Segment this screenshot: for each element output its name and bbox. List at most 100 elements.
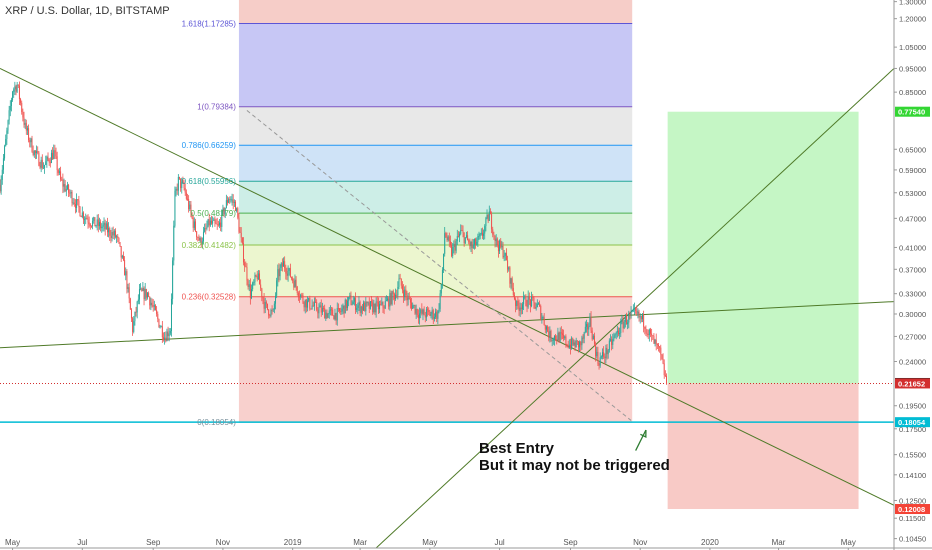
candle-body [224, 207, 226, 215]
candle-body [399, 278, 401, 280]
price-tick-label: 0.14100 [899, 471, 926, 480]
candle-body [356, 307, 358, 311]
candle-body [136, 301, 138, 313]
candle-body [566, 344, 568, 346]
candle-body [536, 303, 538, 308]
candle-body [479, 233, 481, 237]
candle-body [623, 321, 625, 329]
candle-body [443, 253, 445, 270]
candle-body [531, 296, 533, 307]
candle-body [569, 344, 571, 349]
candle-body [267, 303, 269, 310]
candle-body [29, 140, 31, 143]
candle-body [216, 224, 218, 225]
candle-body [248, 284, 250, 287]
candle-body [379, 304, 381, 310]
candle-body [44, 164, 46, 168]
candle-body [483, 233, 485, 236]
time-tick-label: Sep [563, 538, 578, 547]
candle-body [317, 309, 319, 314]
candle-body [275, 295, 277, 304]
candle-body [334, 312, 336, 320]
candle-body [310, 308, 312, 310]
price-badge-label: 0.21652 [898, 379, 925, 388]
candle-body [240, 232, 242, 238]
candle-body [142, 288, 144, 291]
candle-body [377, 301, 379, 310]
candle-body [207, 219, 209, 227]
candle-body [631, 310, 633, 312]
time-tick-label: Mar [772, 538, 786, 547]
candle-body [82, 212, 84, 220]
candle-body [552, 340, 554, 341]
candle-body [253, 281, 255, 283]
fib-zone [238, 145, 633, 182]
candle-body [529, 299, 531, 307]
candle-body [468, 240, 470, 243]
candle-body [85, 217, 87, 220]
candle-body [97, 219, 99, 227]
candle-body [363, 302, 365, 311]
price-tick-label: 0.65000 [899, 145, 926, 154]
candle-body [231, 199, 233, 201]
candle-body [65, 188, 67, 192]
candle-body [478, 236, 480, 237]
candle-body [407, 297, 409, 301]
candle-body [539, 303, 541, 306]
candle-body [527, 296, 529, 307]
candle-body [460, 230, 462, 234]
chart-annotation: Best Entry But it may not be triggered [479, 440, 670, 474]
candle-body [608, 340, 610, 351]
candle-body [9, 105, 11, 111]
fib-zone-top [238, 0, 633, 24]
candle-body [484, 226, 486, 234]
candle-body [384, 301, 386, 309]
candle-body [535, 307, 537, 309]
candle-body [112, 232, 114, 236]
candle-body [625, 316, 627, 325]
candle-body [150, 302, 152, 306]
candle-body [376, 301, 378, 303]
candle-body [232, 199, 234, 203]
price-tick-label: 0.10450 [899, 535, 926, 544]
price-tick-label: 0.11500 [899, 514, 926, 523]
candle-body [186, 198, 188, 200]
candle-body [138, 289, 140, 300]
fib-level-label: 1.618(1.17285) [182, 20, 237, 29]
time-tick-label: 2019 [284, 538, 302, 547]
candle-body [541, 317, 543, 320]
fib-zone [238, 106, 633, 146]
candle-body [286, 273, 288, 276]
candle-body [137, 299, 139, 302]
candle-body [423, 309, 425, 316]
candle-body [114, 230, 116, 238]
candle-body [261, 288, 263, 298]
candle-body [419, 313, 421, 319]
candle-body [521, 304, 523, 310]
candle-body [120, 246, 122, 258]
time-tick-label: May [841, 538, 856, 547]
candle-body [200, 238, 202, 245]
candle-body [595, 344, 597, 357]
candle-body [156, 310, 158, 314]
candle-body [100, 221, 102, 229]
candle-body [81, 212, 83, 218]
candle-body [592, 335, 594, 340]
candle-body [640, 316, 642, 320]
candle-body [437, 310, 439, 319]
candle-body [6, 130, 8, 139]
candle-body [641, 314, 643, 320]
candle-body [467, 235, 469, 241]
candle-body [656, 343, 658, 345]
candle-body [311, 305, 313, 309]
candle-body [10, 99, 12, 106]
candle-body [307, 300, 309, 308]
candle-body [102, 225, 104, 227]
candle-body [391, 291, 393, 305]
candle-body [56, 156, 58, 171]
candle-body [69, 192, 71, 194]
candle-body [599, 357, 601, 366]
candle-body [185, 192, 187, 199]
candle-body [135, 311, 137, 313]
